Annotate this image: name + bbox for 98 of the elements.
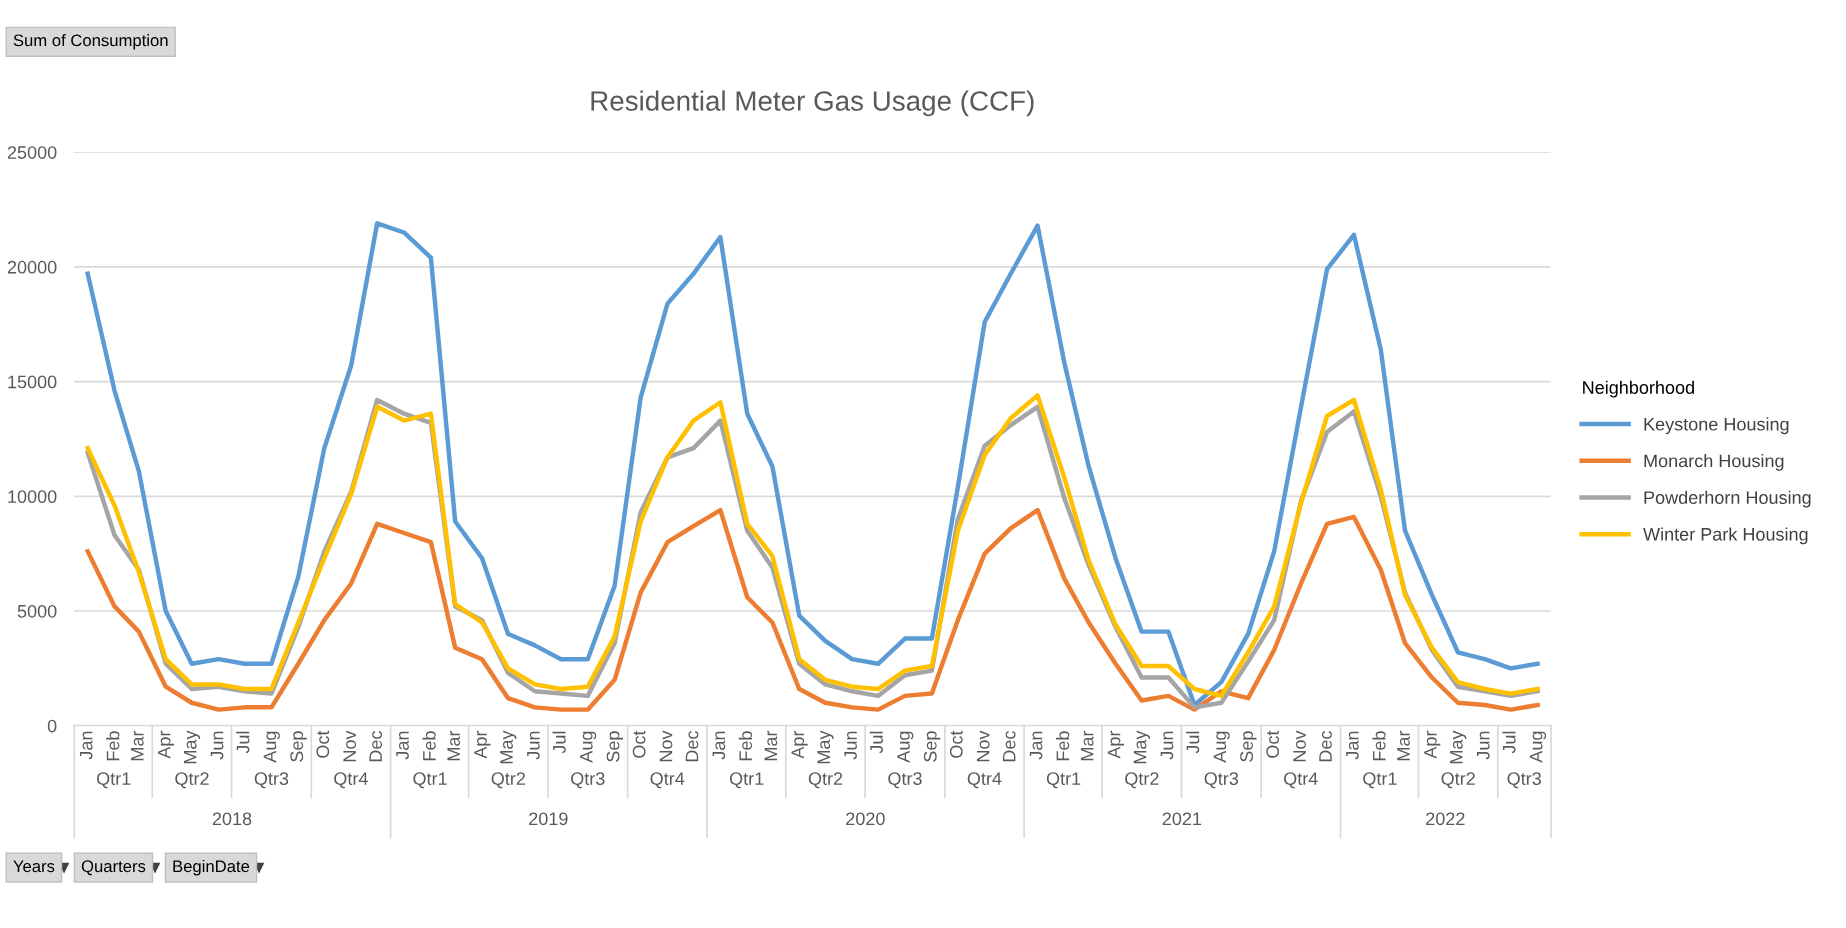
x-tick-label: Mar bbox=[1397, 730, 1410, 761]
x-tick-label: Jan bbox=[712, 731, 726, 760]
x-tick-label: Dec bbox=[369, 731, 383, 762]
x-tick-label: Jan bbox=[1346, 731, 1359, 760]
x-tick-label: Mar bbox=[131, 730, 144, 761]
x-tick-label: Oct bbox=[632, 730, 646, 758]
x-tick-label: Aug bbox=[580, 731, 597, 763]
x-tick-label: Mar bbox=[764, 730, 778, 761]
text: Years bbox=[13, 860, 55, 873]
text: Qtr2 bbox=[491, 772, 525, 789]
text: Qtr4 bbox=[650, 772, 685, 789]
text: Qtr3 bbox=[571, 772, 605, 789]
x-tick-label: Jun bbox=[1160, 731, 1174, 760]
x-tick-label: Nov bbox=[659, 730, 673, 762]
text: Qtr1 bbox=[729, 772, 764, 789]
x-tick-label: Aug bbox=[1529, 731, 1547, 763]
x-tick-label: Jul bbox=[552, 731, 566, 754]
text: 2018 bbox=[212, 812, 252, 826]
x-tick-label: Jun bbox=[527, 731, 540, 760]
text: Qtr3 bbox=[888, 772, 922, 789]
chart-title: Residential Meter Gas Usage (CCF) bbox=[591, 90, 1034, 117]
x-tick-label: Apr bbox=[1107, 730, 1124, 759]
text: Qtr3 bbox=[254, 772, 289, 789]
legend-title: Neighborhood bbox=[1583, 380, 1694, 398]
text: Qtr3 bbox=[1204, 772, 1239, 789]
legend-label: Monarch Housing bbox=[1644, 454, 1784, 471]
x-tick-label: Feb bbox=[1372, 731, 1386, 761]
x-tick-label: Feb bbox=[1056, 731, 1070, 761]
text: Quarters bbox=[81, 860, 146, 876]
x-tick-label: Jul bbox=[236, 731, 250, 754]
x-tick-label: Jun bbox=[844, 731, 857, 760]
x-tick-label: Nov bbox=[1293, 730, 1306, 762]
text: 2022 bbox=[1426, 812, 1465, 826]
text: Qtr1 bbox=[1363, 772, 1397, 789]
x-tick-label: Sep bbox=[290, 731, 307, 762]
x-tick-label: Sep bbox=[606, 731, 624, 762]
legend-label: Keystone Housing bbox=[1644, 417, 1789, 435]
x-tick-label: Aug bbox=[897, 731, 914, 763]
x-tick-label: May bbox=[1133, 730, 1150, 764]
x-tick-label: Feb bbox=[738, 731, 753, 761]
text: Qtr2 bbox=[808, 772, 843, 789]
x-tick-label: May bbox=[500, 730, 517, 764]
x-tick-label: Feb bbox=[422, 731, 436, 761]
x-tick-label: Dec bbox=[1319, 731, 1332, 762]
x-tick-label: Sep bbox=[923, 731, 941, 762]
text: BeginDate bbox=[173, 859, 250, 876]
x-tick-label: Jan bbox=[396, 731, 409, 760]
x-tick-label: Feb bbox=[106, 731, 120, 761]
text: Sum of Consumption bbox=[13, 33, 168, 50]
x-tick-label: May bbox=[817, 730, 834, 764]
x-tick-label: Oct bbox=[949, 730, 963, 758]
x-tick-label: Sep bbox=[1240, 731, 1257, 762]
x-tick-label: Oct bbox=[1266, 730, 1280, 758]
x-tick-label: Dec bbox=[685, 731, 699, 762]
y-tick-label: 10000 bbox=[8, 490, 57, 504]
text: Qtr2 bbox=[1125, 772, 1159, 789]
x-tick-label: Jul bbox=[1186, 731, 1200, 754]
x-tick-label: Oct bbox=[316, 730, 330, 758]
text: Qtr4 bbox=[967, 772, 1002, 789]
x-tick-label: Apr bbox=[1424, 730, 1441, 759]
x-tick-label: Apr bbox=[157, 730, 175, 759]
x-tick-label: Apr bbox=[791, 730, 808, 759]
legend-label: Winter Park Housing bbox=[1643, 527, 1808, 545]
text: 2020 bbox=[846, 812, 885, 826]
y-tick-label: 0 bbox=[47, 719, 57, 733]
text: Qtr3 bbox=[1507, 772, 1541, 789]
text: Qtr4 bbox=[1284, 772, 1318, 789]
text: Qtr1 bbox=[413, 772, 447, 789]
y-tick-label: 20000 bbox=[7, 260, 57, 274]
x-tick-label: Mar bbox=[1080, 730, 1094, 761]
x-tick-label: May bbox=[1450, 730, 1467, 764]
y-tick-label: 15000 bbox=[8, 375, 57, 389]
x-tick-label: Dec bbox=[1002, 731, 1016, 762]
line-series bbox=[85, 221, 1540, 708]
text: 2019 bbox=[529, 812, 568, 826]
text: Qtr2 bbox=[1441, 772, 1475, 789]
x-tick-label: Nov bbox=[343, 730, 357, 762]
x-tick-label: Jul bbox=[869, 731, 883, 754]
text: Qtr1 bbox=[97, 772, 131, 789]
x-tick-label: Apr bbox=[474, 730, 491, 759]
text: Qtr2 bbox=[175, 772, 209, 789]
x-tick-label: Jun bbox=[1477, 731, 1490, 760]
line-series bbox=[85, 507, 1540, 712]
text: Qtr1 bbox=[1046, 772, 1081, 789]
x-tick-label: Jun bbox=[210, 731, 224, 760]
x-tick-label: Jan bbox=[79, 731, 93, 760]
x-tick-label: Nov bbox=[976, 730, 990, 762]
x-tick-label: Mar bbox=[447, 730, 461, 761]
x-tick-label: Aug bbox=[263, 731, 280, 763]
text: Qtr4 bbox=[334, 772, 368, 789]
y-tick-label: 5000 bbox=[17, 604, 57, 618]
x-tick-label: May bbox=[183, 730, 201, 764]
y-tick-label: 25000 bbox=[7, 146, 57, 159]
x-tick-label: Aug bbox=[1213, 731, 1230, 763]
text: 2021 bbox=[1162, 812, 1202, 826]
x-tick-label: Jan bbox=[1029, 731, 1043, 760]
x-tick-label: Jul bbox=[1502, 731, 1516, 754]
legend-label: Powderhorn Housing bbox=[1644, 490, 1811, 508]
